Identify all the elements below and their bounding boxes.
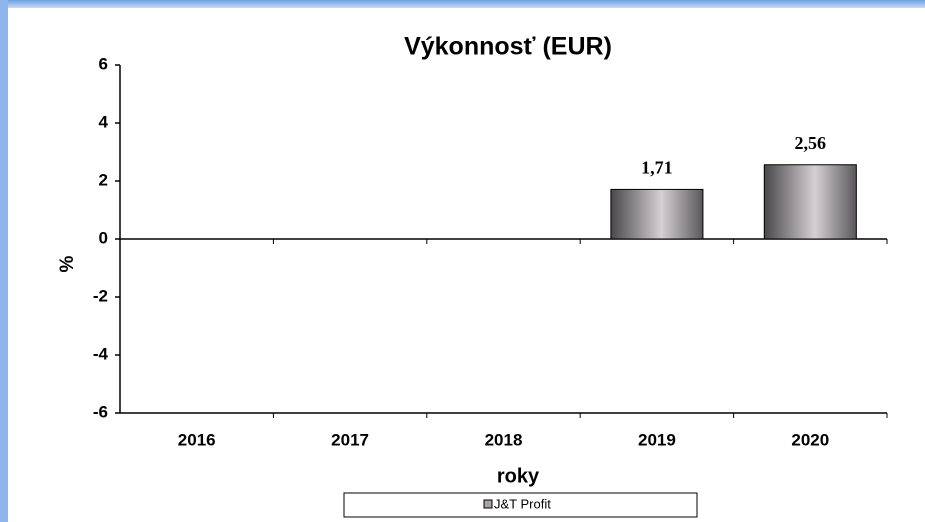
- data-label: 1,71: [641, 158, 673, 178]
- x-tick-label: 2019: [638, 430, 676, 449]
- data-label: 2,56: [795, 133, 827, 153]
- y-tick-label: -2: [93, 286, 108, 305]
- frame-left: [0, 0, 8, 522]
- frame-top: [0, 0, 925, 8]
- x-axis-label: roky: [497, 465, 540, 487]
- legend-label: J&T Profit: [494, 496, 551, 511]
- x-tick-label: 2017: [331, 430, 369, 449]
- chart-title: Výkonnosť (EUR): [404, 33, 612, 61]
- y-tick-label: -4: [93, 344, 109, 363]
- bar: [763, 164, 857, 240]
- x-tick-label: 2020: [791, 430, 829, 449]
- legend: [343, 492, 698, 518]
- x-tick-label: 2016: [178, 430, 216, 449]
- bar: [610, 188, 704, 240]
- y-tick-label: 4: [99, 112, 109, 131]
- x-tick-label: 2018: [485, 430, 523, 449]
- legend-swatch: [483, 499, 493, 509]
- y-tick-label: 0: [99, 228, 108, 247]
- y-axis-label: %: [57, 255, 78, 272]
- y-tick-label: -6: [93, 402, 108, 421]
- y-tick-label: 2: [99, 170, 108, 189]
- y-tick-label: 6: [99, 54, 108, 73]
